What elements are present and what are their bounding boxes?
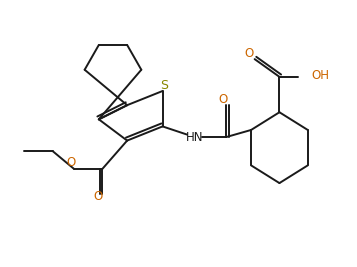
Text: O: O [218, 93, 227, 106]
Text: O: O [245, 47, 254, 60]
Text: O: O [94, 190, 103, 203]
Text: OH: OH [311, 69, 329, 81]
Text: O: O [66, 156, 76, 169]
Text: HN: HN [186, 131, 203, 144]
Text: S: S [160, 79, 169, 92]
